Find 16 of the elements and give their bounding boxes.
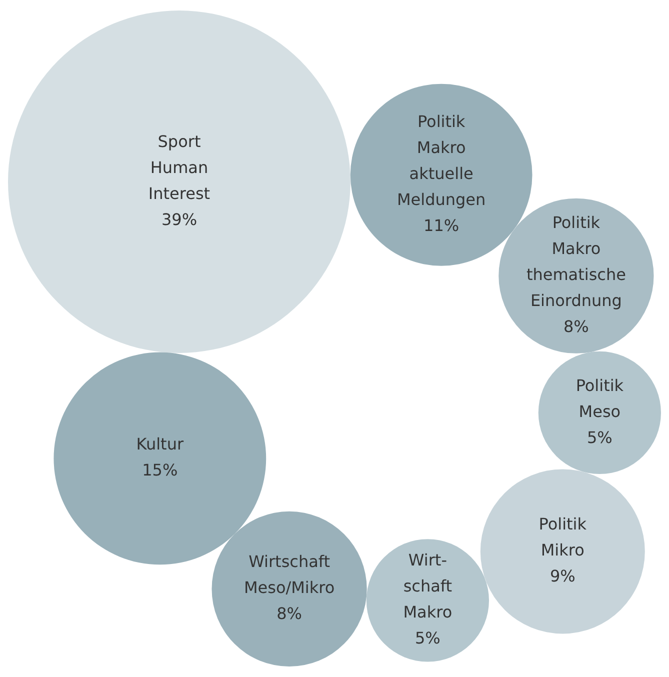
data-label: 5% <box>414 628 440 648</box>
data-label: 11% <box>424 216 460 236</box>
category-label: Wirtschaft Meso/Mikro <box>244 552 335 598</box>
data-label: 39% <box>161 210 198 229</box>
data-label: 15% <box>142 460 178 480</box>
category-label: Politik Makro aktuelle Meldungen <box>396 112 486 210</box>
category-label: Sport Human Interest <box>148 132 210 203</box>
category-label: Politik Makro thematische Einordnung <box>526 213 626 310</box>
category-label: Kultur <box>136 434 184 454</box>
data-label: 9% <box>550 566 576 586</box>
category-label: Politik Meso <box>576 376 624 421</box>
data-label: 5% <box>586 428 612 447</box>
category-label: Politik Mikro <box>538 514 588 560</box>
data-label: 8% <box>564 317 589 336</box>
data-label: 8% <box>276 604 302 624</box>
category-label: Wirt- schaft Makro <box>403 550 452 622</box>
